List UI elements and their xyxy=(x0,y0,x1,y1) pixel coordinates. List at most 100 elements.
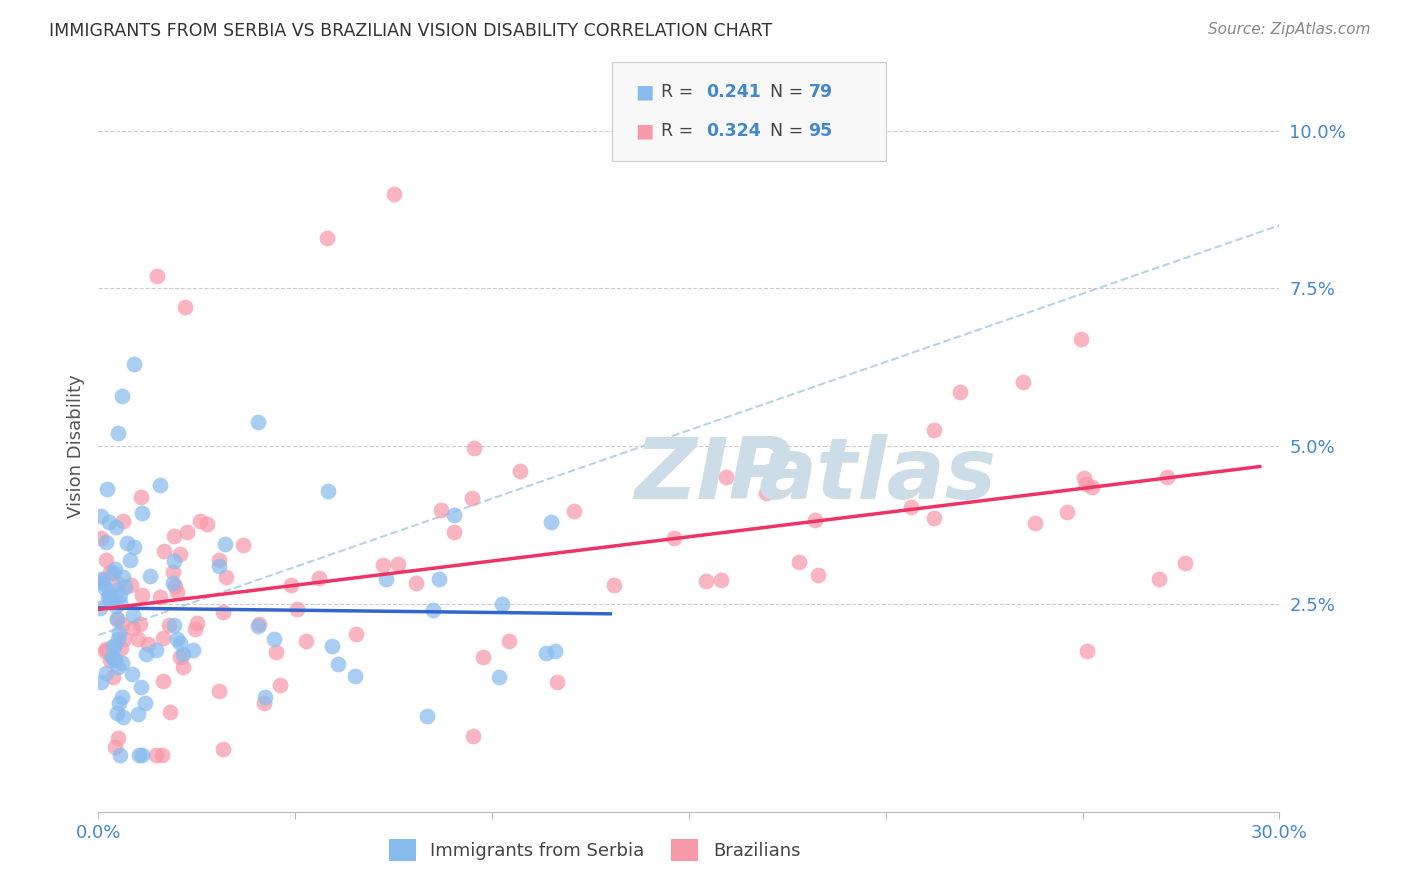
Legend: Immigrants from Serbia, Brazilians: Immigrants from Serbia, Brazilians xyxy=(381,832,807,869)
Point xyxy=(488,670,510,684)
Point xyxy=(315,231,337,245)
Point xyxy=(159,706,181,720)
Point xyxy=(149,590,172,604)
Text: 79: 79 xyxy=(808,83,832,101)
Point xyxy=(382,186,405,201)
Text: 0.241: 0.241 xyxy=(706,83,761,101)
Point xyxy=(163,617,186,632)
Point xyxy=(540,515,562,529)
Point xyxy=(246,619,269,633)
Point xyxy=(755,485,778,500)
Point xyxy=(127,707,149,722)
Point xyxy=(1076,644,1098,658)
Point xyxy=(131,506,153,520)
Point xyxy=(122,608,145,623)
Point xyxy=(429,502,451,516)
Point xyxy=(165,579,187,593)
Text: ■: ■ xyxy=(636,121,654,141)
Point xyxy=(110,596,132,610)
Point xyxy=(138,569,160,583)
Point xyxy=(443,508,465,523)
Point xyxy=(131,747,153,762)
Point xyxy=(105,612,128,626)
Point xyxy=(263,632,285,646)
Point xyxy=(90,509,112,524)
Point xyxy=(924,424,946,438)
Point xyxy=(186,616,208,631)
Point xyxy=(162,565,184,579)
Point xyxy=(461,729,484,743)
Point xyxy=(112,710,135,724)
Point xyxy=(405,575,427,590)
Point xyxy=(101,566,124,581)
Point xyxy=(1073,471,1095,485)
Point xyxy=(136,637,159,651)
Point xyxy=(131,588,153,602)
Point xyxy=(101,650,124,665)
Text: R =: R = xyxy=(661,83,699,101)
Point xyxy=(695,574,717,588)
Point xyxy=(98,595,121,609)
Point xyxy=(90,572,112,586)
Point xyxy=(344,669,367,683)
Point xyxy=(294,634,316,648)
Point xyxy=(472,649,495,664)
Point xyxy=(111,514,134,528)
Point xyxy=(121,621,143,635)
Point xyxy=(716,470,738,484)
Point xyxy=(166,585,188,599)
Point xyxy=(562,503,585,517)
Point xyxy=(662,531,685,545)
Point xyxy=(129,490,152,504)
Point xyxy=(107,626,129,640)
Point xyxy=(114,632,136,647)
Point xyxy=(91,573,114,587)
Point xyxy=(163,554,186,568)
Point xyxy=(544,644,567,658)
Point xyxy=(110,641,132,656)
Point xyxy=(787,555,810,569)
Point xyxy=(208,684,231,698)
Point xyxy=(101,651,124,665)
Point xyxy=(208,553,231,567)
Point xyxy=(111,388,134,402)
Point xyxy=(96,641,118,656)
Point xyxy=(169,650,191,665)
Point xyxy=(157,618,180,632)
Point xyxy=(134,696,156,710)
Point xyxy=(344,626,367,640)
Point xyxy=(108,696,131,710)
Point xyxy=(1174,556,1197,570)
Point xyxy=(197,516,219,531)
Text: 0.324: 0.324 xyxy=(706,122,761,140)
Point xyxy=(1074,476,1097,491)
Point xyxy=(127,632,149,646)
Point xyxy=(104,520,127,534)
Point xyxy=(129,616,152,631)
Point xyxy=(900,500,922,515)
Point xyxy=(212,605,235,619)
Point xyxy=(375,572,398,586)
Point xyxy=(804,513,827,527)
Point xyxy=(163,529,186,543)
Point xyxy=(152,631,174,645)
Text: 95: 95 xyxy=(808,122,832,140)
Point xyxy=(97,588,120,602)
Y-axis label: Vision Disability: Vision Disability xyxy=(66,374,84,518)
Point xyxy=(1024,516,1046,531)
Point xyxy=(96,553,118,567)
Point xyxy=(90,531,112,545)
Point xyxy=(149,478,172,492)
Point xyxy=(1070,332,1092,346)
Point xyxy=(128,747,150,762)
Point xyxy=(166,632,188,646)
Point xyxy=(373,558,395,572)
Point xyxy=(246,415,269,429)
Point xyxy=(111,617,134,632)
Point xyxy=(101,670,124,684)
Point xyxy=(1011,375,1033,389)
Point xyxy=(176,525,198,540)
Point xyxy=(498,634,520,648)
Point xyxy=(122,357,145,371)
Point xyxy=(97,591,120,605)
